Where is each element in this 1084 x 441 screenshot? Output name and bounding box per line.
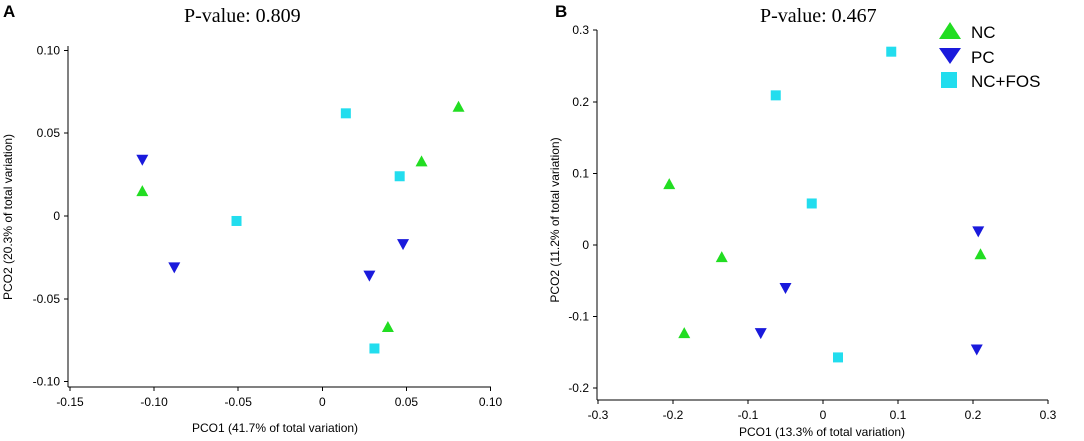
panel-b-y-tick-label: 0.2 bbox=[572, 95, 589, 109]
legend-pc-marker bbox=[939, 48, 961, 64]
panel-b-point-nc-fos bbox=[770, 90, 781, 101]
panel-b-point-nc-fos bbox=[833, 352, 843, 363]
panel-a-x-ticks: -0.15 -0.10 -0.05 0 0.05 0.10 bbox=[56, 387, 503, 409]
panel-a-y-tick-label: 0.05 bbox=[37, 126, 61, 140]
legend-item-pc: PC bbox=[939, 48, 995, 67]
legend: NC PC NC+FOS bbox=[939, 22, 1040, 91]
panel-a-point-pc bbox=[136, 154, 149, 166]
panel-b-y-tick-label: 0.3 bbox=[572, 23, 589, 37]
legend-item-nc-fos: NC+FOS bbox=[941, 72, 1040, 91]
panel-b-x-tick-label: 0.3 bbox=[1040, 408, 1057, 422]
panel-b-point-nc-fos bbox=[886, 46, 897, 57]
panel-b-y-tick-label: 0 bbox=[582, 238, 589, 252]
legend-nc-marker bbox=[939, 22, 961, 39]
panel-a-x-tick-label: 0.05 bbox=[395, 395, 419, 409]
legend-item-nc: NC bbox=[939, 22, 996, 42]
panel-a-x-tick-label: -0.05 bbox=[225, 395, 253, 409]
panel-b-x-ticks: -0.3 -0.2 -0.1 0 0.1 0.2 0.3 bbox=[588, 400, 1057, 422]
panel-b-point-nc-fos bbox=[806, 198, 817, 209]
legend-nc-fos-label: NC+FOS bbox=[971, 72, 1040, 91]
panel-a-point-nc-fos bbox=[369, 343, 380, 354]
panel-a-y-tick-label: -0.05 bbox=[33, 292, 61, 306]
panel-b-x-tick-label: -0.1 bbox=[738, 408, 759, 422]
panel-b-x-tick-label: -0.3 bbox=[588, 408, 609, 422]
legend-pc-label: PC bbox=[971, 48, 995, 67]
panel-a-y-tick-label: -0.10 bbox=[33, 375, 61, 389]
panel-b-y-axis-label: PCO2 (11.2% of total variation) bbox=[548, 137, 562, 302]
panel-b-point-nc bbox=[715, 251, 728, 263]
panel-b-point-pc bbox=[754, 328, 767, 340]
panel-b-x-tick-label: -0.2 bbox=[663, 408, 684, 422]
panel-a-x-tick-label: 0 bbox=[319, 395, 326, 409]
panel-a-points bbox=[136, 100, 465, 354]
legend-nc-fos-marker bbox=[941, 72, 957, 88]
panel-a-point-nc bbox=[415, 155, 428, 167]
panel-a-point-nc-fos bbox=[231, 215, 242, 226]
panel-a-y-ticks: 0.10 0.05 0 -0.05 -0.10 bbox=[33, 43, 68, 389]
panel-a-p-value: P-value: 0.809 bbox=[184, 5, 301, 27]
panel-b-point-pc bbox=[970, 344, 983, 356]
panel-a-point-nc-fos bbox=[340, 108, 351, 119]
panel-b-point-pc bbox=[972, 226, 985, 238]
panel-b-point-nc bbox=[974, 248, 987, 260]
panel-b-point-nc bbox=[663, 178, 676, 190]
panel-b-point-pc bbox=[779, 282, 792, 294]
panel-b-x-tick-label: 0.1 bbox=[890, 408, 907, 422]
panel-a-x-tick-label: -0.15 bbox=[56, 395, 84, 409]
panel-a-y-tick-label: 0.10 bbox=[37, 43, 61, 57]
panel-b-point-nc bbox=[678, 327, 691, 339]
panel-a-point-nc bbox=[136, 185, 149, 197]
panel-a-x-tick-label: 0.10 bbox=[479, 395, 503, 409]
panel-b-y-tick-label: -0.1 bbox=[568, 310, 589, 324]
panel-a-letter: A bbox=[3, 2, 15, 21]
panel-a-point-pc bbox=[363, 270, 376, 282]
panel-b-y-tick-label: -0.2 bbox=[568, 381, 589, 395]
panel-b-p-value: P-value: 0.467 bbox=[760, 5, 877, 27]
legend-nc-label: NC bbox=[971, 23, 996, 42]
panel-b-y-tick-label: 0.1 bbox=[572, 166, 589, 180]
panel-a-y-tick-label: 0 bbox=[53, 209, 60, 223]
panel-a-point-pc bbox=[168, 262, 181, 274]
panel-a: A P-value: 0.809 0.10 0.05 0 -0.05 -0.10 -0.… bbox=[1, 2, 503, 435]
panel-a-y-axis-label: PCO2 (20.3% of total variation) bbox=[1, 134, 15, 300]
panel-b-points bbox=[663, 46, 987, 363]
panel-b-x-axis-label: PCO1 (13.3% of total variation) bbox=[739, 425, 905, 439]
panel-a-point-pc bbox=[397, 239, 410, 251]
panel-a-point-nc bbox=[381, 320, 394, 332]
panel-b-x-tick-label: 0 bbox=[820, 408, 827, 422]
panel-b-letter: B bbox=[555, 2, 567, 21]
panel-b: B P-value: 0.467 0.3 0.2 0.1 0 -0.1 -0.2 -0.3… bbox=[548, 2, 1057, 439]
panel-a-point-nc bbox=[452, 100, 465, 112]
panel-a-x-tick-label: -0.10 bbox=[140, 395, 168, 409]
panel-a-point-nc-fos bbox=[394, 171, 405, 182]
panel-a-x-axis-label: PCO1 (41.7% of total variation) bbox=[192, 421, 358, 435]
panel-b-x-tick-label: 0.2 bbox=[965, 408, 982, 422]
panel-b-y-ticks: 0.3 0.2 0.1 0 -0.1 -0.2 bbox=[568, 23, 597, 395]
